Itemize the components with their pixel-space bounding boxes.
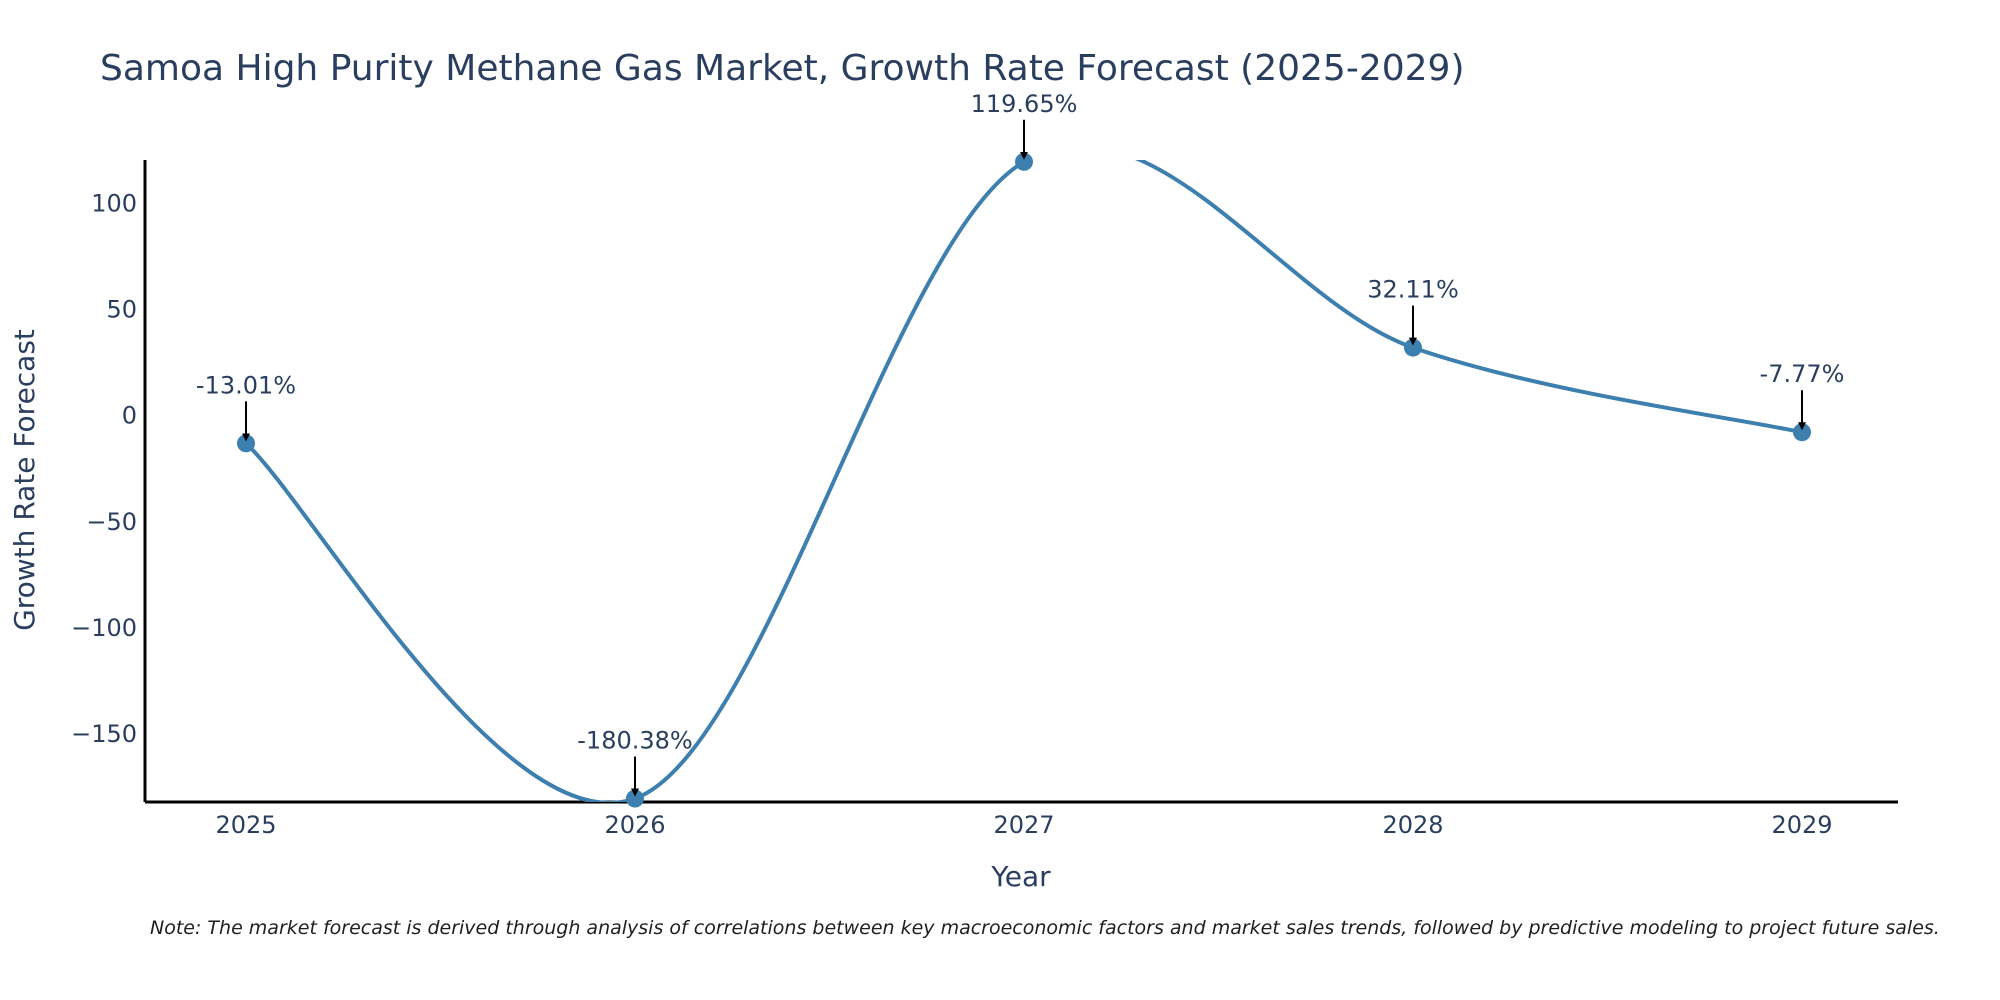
data-label: 119.65% xyxy=(971,90,1078,118)
data-point xyxy=(237,434,255,453)
data-point xyxy=(1793,423,1811,442)
x-tick-label: 2029 xyxy=(1771,811,1832,839)
y-tick-label: 0 xyxy=(122,402,137,430)
y-tick-label: −100 xyxy=(71,614,137,642)
chart-title: Samoa High Purity Methane Gas Market, Gr… xyxy=(100,48,1464,89)
footnote: Note: The market forecast is derived thr… xyxy=(150,917,1940,939)
y-tick-label: 100 xyxy=(91,190,137,218)
data-annotations: -13.01% -180.38% 119.65% 32.11% -7.77% xyxy=(196,90,1845,797)
x-tick-label: 2027 xyxy=(993,811,1054,839)
data-label: -180.38% xyxy=(577,727,692,755)
data-label: 32.11% xyxy=(1367,276,1459,304)
y-tick-labels: 100 50 0 −50 −100 −150 xyxy=(71,190,137,749)
data-point xyxy=(1015,152,1033,171)
data-label: -13.01% xyxy=(196,371,296,399)
data-point xyxy=(626,789,644,808)
data-markers xyxy=(237,152,1811,808)
series-line xyxy=(244,160,1803,802)
y-axis-title: Growth Rate Forecast xyxy=(8,329,41,631)
y-tick-label: −150 xyxy=(71,720,137,748)
x-tick-label: 2025 xyxy=(215,811,276,839)
data-label: -7.77% xyxy=(1760,360,1845,388)
x-tick-label: 2026 xyxy=(604,811,665,839)
x-tick-label: 2028 xyxy=(1382,811,1443,839)
y-tick-label: −50 xyxy=(86,508,137,536)
x-axis-title: Year xyxy=(990,860,1051,893)
data-point xyxy=(1404,338,1422,357)
plot-area: 100 50 0 −50 −100 −150 2025 2026 2027 2028 2029 -… xyxy=(71,90,1898,839)
x-tick-labels: 2025 2026 2027 2028 2029 xyxy=(215,811,1832,839)
y-tick-label: 50 xyxy=(106,296,137,324)
